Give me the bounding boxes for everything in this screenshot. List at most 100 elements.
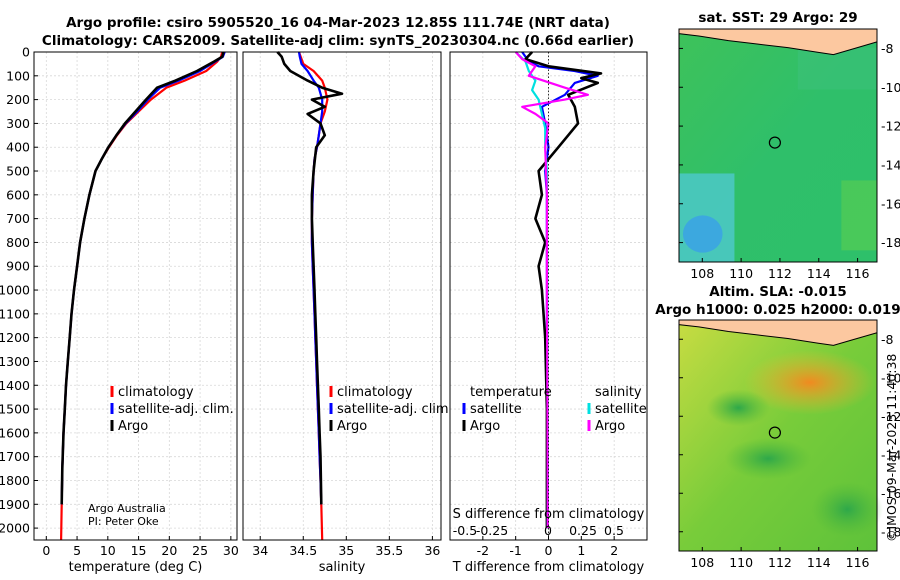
lat-tick-label: -18: [881, 524, 900, 539]
depth-tick-label: 600: [6, 187, 30, 202]
x-tick-label: 0: [545, 543, 553, 558]
map-frame: [678, 319, 878, 552]
x-tick-label: 20: [161, 543, 177, 558]
lat-tick-label: -12: [881, 119, 900, 134]
lat-tick-label: -12: [881, 409, 900, 424]
lat-tick-label: -14: [881, 157, 900, 172]
depth-tick-label: 1700: [0, 449, 30, 464]
x-tick-label: 25: [192, 543, 208, 558]
s-diff-tick-label: 0.25: [569, 523, 597, 538]
difference-xlabel: T difference from climatology: [452, 560, 645, 575]
x-tick-label: 35: [338, 543, 354, 558]
depth-tick-label: 700: [6, 211, 30, 226]
lon-tick-label: 108: [690, 266, 714, 281]
x-tick-label: 15: [131, 543, 147, 558]
lat-tick-label: -8: [881, 41, 894, 56]
depth-tick-label: 1300: [0, 354, 30, 369]
sla-map-subtitle: Argo h1000: 0.025 h2000: 0.019: [655, 302, 900, 318]
temperature-panel: 0 5 10 15 20 25 30 temperature (deg C) 0 100 200 30…: [0, 45, 239, 576]
legend-label: Argo: [337, 419, 367, 434]
salinity-axes-frame: [242, 51, 442, 541]
lon-tick-label: 114: [807, 555, 831, 570]
sla-low-anomaly: [811, 481, 883, 538]
lon-tick-label: 114: [807, 266, 831, 281]
legend-label: satellite: [470, 402, 522, 417]
legend-label: satellite: [595, 402, 647, 417]
argo-float-marker: [768, 136, 781, 149]
depth-tick-label: 500: [6, 164, 30, 179]
sla_map: 108 110 112 114 116 -8 -10 -12 -14 -16 -18 Altim. S…: [655, 284, 900, 570]
depth-tick-label: 1800: [0, 473, 30, 488]
depth-tick-label: 2000: [0, 521, 30, 536]
lon-tick-label: 116: [846, 555, 870, 570]
sst-patch: [797, 47, 877, 90]
lon-tick-label: 112: [768, 266, 792, 281]
depth-tick-label: 800: [6, 235, 30, 250]
salinity-panel: 34 34.5 35 35.5 36 salinity climatology satelli…: [242, 51, 453, 575]
figure-title-line2: Climatology: CARS2009. Satellite-adj cli…: [42, 33, 634, 49]
lon-tick-label: 110: [729, 555, 753, 570]
x-tick-label: 10: [100, 543, 116, 558]
legend-label: Argo: [118, 419, 148, 434]
difference-panel: -2 -1 0 1 2 T difference from climatology S di…: [449, 51, 648, 575]
x-tick-label: 35.5: [375, 543, 403, 558]
x-tick-label: 2: [610, 543, 618, 558]
depth-tick-label: 400: [6, 140, 30, 155]
difference-xlabel-top: S difference from climatology: [453, 507, 645, 522]
lon-tick-label: 116: [846, 266, 870, 281]
depth-tick-label: 1900: [0, 497, 30, 512]
depth-tick-label: 1600: [0, 425, 30, 440]
x-tick-label: -1: [509, 543, 521, 558]
sst-cool-core: [682, 215, 723, 253]
lat-tick-label: -16: [881, 196, 900, 211]
legend-title-temperature: temperature: [470, 385, 552, 400]
salinity-xlabel: salinity: [319, 560, 366, 575]
s-diff-tick-label: -0.25: [476, 523, 508, 538]
lon-tick-label: 110: [729, 266, 753, 281]
sla-map-title: Altim. SLA: -0.015: [709, 284, 846, 300]
legend-label: satellite-adj. clim.: [337, 402, 453, 417]
sst-warm-patch: [841, 180, 877, 251]
x-tick-label: 5: [73, 543, 81, 558]
depth-tick-label: 1200: [0, 330, 30, 345]
legend-label: satellite-adj. clim.: [118, 402, 234, 417]
figure-title-line1: Argo profile: csiro 5905520_16 04-Mar-20…: [66, 15, 610, 31]
difference-series-salinity-argo: [514, 51, 590, 529]
difference-series-temperature-argo: [524, 51, 603, 529]
lat-tick-label: -10: [881, 370, 900, 385]
sst-map-title: sat. SST: 29 Argo: 29: [698, 10, 857, 26]
legend-label: Argo: [470, 419, 500, 434]
s-diff-tick-label: 0: [544, 523, 552, 538]
depth-tick-label: 1000: [0, 283, 30, 298]
x-tick-label: 30: [223, 543, 239, 558]
credit-line1: Argo Australia: [88, 502, 166, 515]
s-diff-tick-label: -0.5: [453, 523, 477, 538]
temperature-series-argo: [60, 51, 225, 505]
depth-tick-label: 100: [6, 68, 30, 83]
depth-tick-label: 1400: [0, 378, 30, 393]
temperature-axes-frame: [33, 51, 238, 541]
legend-title-salinity: salinity: [595, 385, 642, 400]
timestamp-watermark: ©IMOS 09-Mar-2023 11:40:38: [884, 354, 899, 542]
salinity-series-argo: [276, 51, 344, 505]
lat-tick-label: -8: [881, 332, 894, 347]
x-tick-label: -2: [477, 543, 489, 558]
x-tick-label: 1: [577, 543, 585, 558]
x-tick-label: 36: [424, 543, 440, 558]
depth-tick-label: 1100: [0, 306, 30, 321]
lon-tick-label: 108: [690, 555, 714, 570]
depth-tick-label: 300: [6, 116, 30, 131]
lat-tick-label: -14: [881, 447, 900, 462]
legend-label: climatology: [118, 385, 194, 400]
argo-float-marker: [768, 426, 781, 439]
x-tick-label: 34.5: [289, 543, 317, 558]
map-frame: [678, 28, 878, 263]
sla-low-anomaly: [724, 437, 812, 480]
x-tick-label: 34: [252, 543, 268, 558]
legend-label: Argo: [595, 419, 625, 434]
credit-line2: PI: Peter Oke: [88, 515, 159, 528]
lat-tick-label: -10: [881, 80, 900, 95]
sla-low-anomaly: [706, 389, 771, 427]
sst_map: 108 110 112 114 116 -8 -10 -12 -14 -16 -18 sat. SST…: [678, 10, 900, 281]
depth-tick-label: 900: [6, 259, 30, 274]
